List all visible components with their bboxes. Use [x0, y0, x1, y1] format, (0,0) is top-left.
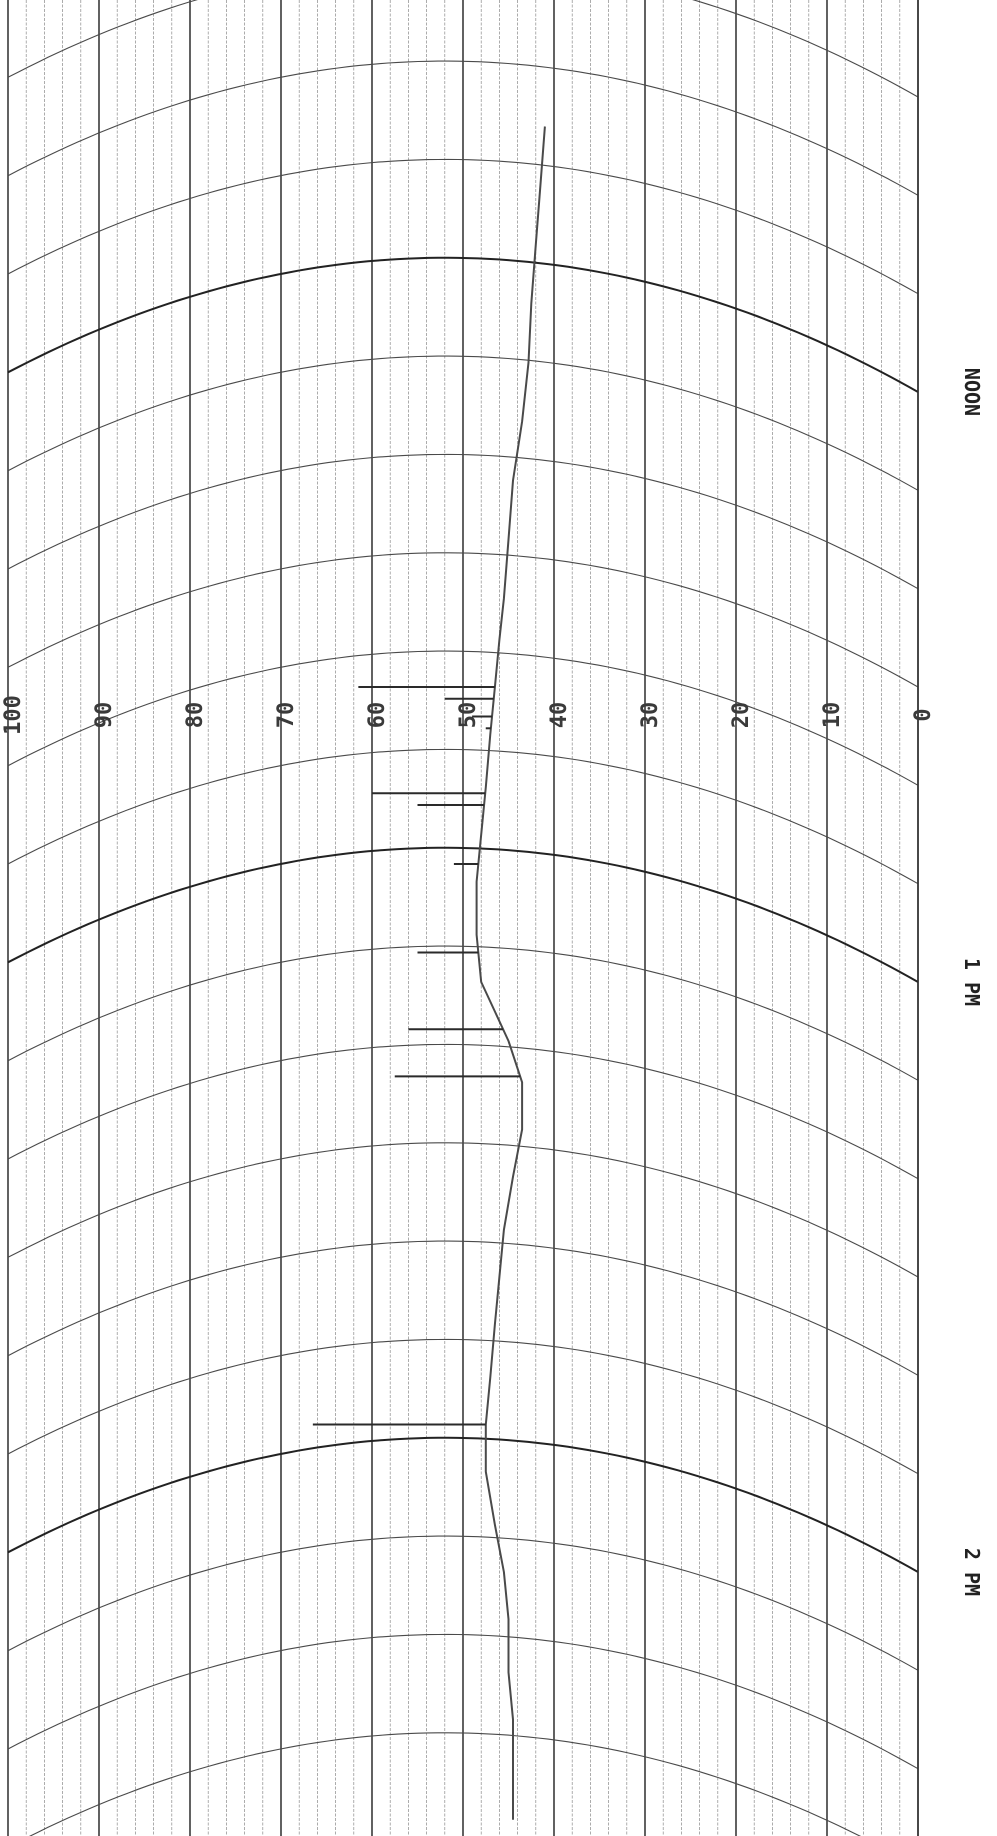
time-arc [7, 1338, 919, 1475]
time-arc [7, 0, 919, 98]
value-tick-label: 70 [274, 702, 299, 729]
value-tick-labels: 0 10 20 30 40 50 60 70 80 90 100 [1, 695, 936, 735]
value-tick-label: 80 [183, 702, 208, 729]
value-tick-label: 90 [92, 702, 117, 729]
value-tick-label: 10 [820, 702, 845, 729]
time-arc [7, 453, 919, 590]
value-tick-label: 20 [729, 702, 754, 729]
data-trace [312, 126, 546, 1820]
time-arc [7, 748, 919, 885]
value-tick-label: 0 [911, 708, 936, 721]
value-tick-label: 50 [456, 702, 481, 729]
time-arc [7, 945, 919, 1081]
time-arc [7, 158, 919, 295]
time-label: 2 PM [960, 1548, 984, 1596]
time-arc [7, 355, 919, 491]
value-tick-label: 40 [547, 702, 572, 729]
minor-grid [25, 0, 901, 1836]
time-arc [7, 1043, 919, 1180]
hour-arc [7, 256, 919, 393]
value-tick-label: 30 [638, 702, 663, 729]
time-arc [7, 552, 919, 688]
time-arc [7, 650, 919, 786]
time-labels: NOON 1 PM 2 PM [960, 368, 984, 1596]
time-arcs [7, 0, 919, 1836]
time-label: NOON [960, 368, 984, 416]
time-arc [7, 60, 919, 196]
time-arc [7, 1535, 919, 1671]
hour-arc [7, 846, 919, 983]
value-tick-label: 60 [365, 702, 390, 729]
time-arc [7, 1240, 919, 1376]
trace-line [475, 126, 546, 1820]
hour-arc [7, 1436, 919, 1573]
value-tick-label: 100 [1, 695, 26, 735]
time-arc [7, 1633, 919, 1770]
time-arc [7, 1142, 919, 1278]
time-label: 1 PM [960, 958, 984, 1006]
time-arc [28, 1732, 862, 1836]
